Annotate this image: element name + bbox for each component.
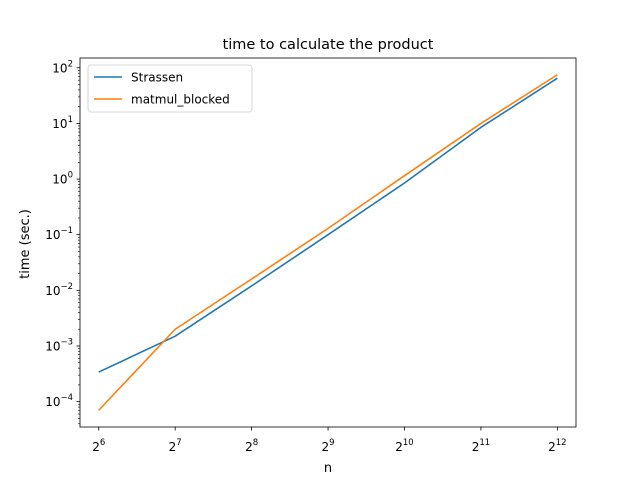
x-tick-label: 211 [472,438,490,454]
y-axis-label: time (sec.) [18,209,33,279]
legend-label: matmul_blocked [131,93,230,107]
x-tick-label: 28 [245,438,258,454]
y-tick-label: 102 [52,59,73,75]
axes-frame [79,57,577,428]
x-tick-label: 210 [395,438,413,454]
plot-area: 10−4 10−3 10−2 10−1 100 101 102 26 27 28 29 210 211 2… [45,57,577,454]
y-tick-label: 100 [52,171,73,187]
series-line [98,74,558,411]
series-line [98,77,558,373]
x-tick-label: 212 [548,438,566,454]
x-tick-label: 27 [169,438,182,454]
legend-label: Strassen [131,71,183,85]
y-tick-label: 10−3 [45,337,73,353]
y-tick-label: 10−1 [45,226,73,242]
y-tick-label: 10−4 [45,393,73,409]
x-tick-label: 29 [322,438,335,454]
chart-title: time to calculate the product [223,37,434,53]
x-axis-label: n [324,461,332,476]
x-tick-label: 26 [92,438,105,454]
y-tick-label: 101 [52,115,73,131]
y-tick-label: 10−2 [45,282,73,298]
legend-box [87,64,253,113]
